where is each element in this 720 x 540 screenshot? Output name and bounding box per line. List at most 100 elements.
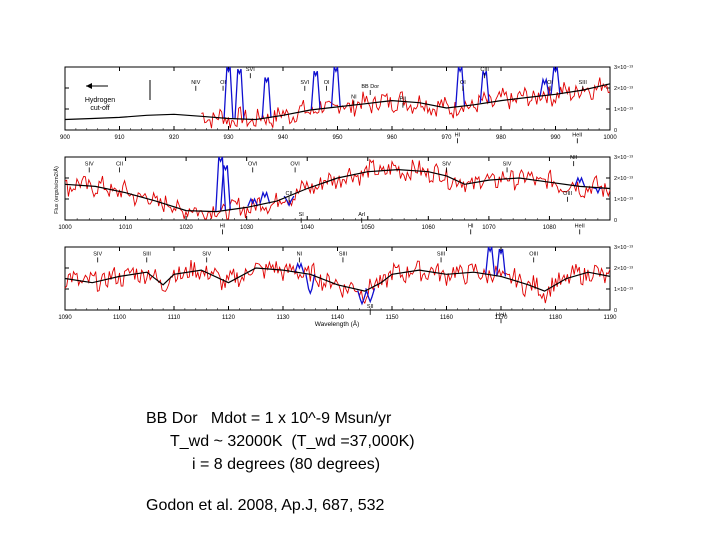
- hydrogen-cutoff-arrowhead: [86, 83, 92, 89]
- panel-2-xtick-label: 1030: [240, 225, 254, 231]
- panel-1-airglow-line: [539, 77, 550, 96]
- hydrogen-cutoff-label-2: cut-off: [90, 105, 109, 112]
- panel-3-xtick-label: 1180: [549, 315, 563, 321]
- panel-3-line-id: SIII: [437, 251, 446, 257]
- panel-1-xtick-label: 960: [387, 135, 398, 141]
- caption-line-2: T_wd ~ 32000K (T_wd =37,000K): [170, 433, 415, 450]
- panel-3-line-id: SIII: [339, 251, 348, 257]
- panel-1-line-id: HI: [455, 132, 461, 138]
- panel-1-line-id: NI: [351, 95, 357, 101]
- panel-1-line-id: HeII: [572, 132, 583, 138]
- panel-3-xtick-label: 1130: [277, 315, 291, 321]
- panel-1-xtick-label: 930: [223, 135, 234, 141]
- panel-2-line-id: HeII: [575, 223, 586, 229]
- panel-2-xtick-label: 1060: [422, 225, 436, 231]
- panel-2-observed-spectrum: [64, 158, 611, 220]
- panel-1-model-line: [64, 83, 611, 121]
- panel-2-line-id: ArI: [358, 212, 366, 218]
- panel-2-line-id: SIV: [85, 161, 94, 167]
- panel-1-xtick-label: 970: [441, 135, 452, 141]
- panel-2-ytick-label: 0: [614, 218, 617, 224]
- panel-3-airglow-line: [485, 246, 496, 275]
- panel-2-airglow-line: [283, 195, 295, 207]
- panel-1-xtick-label: 990: [550, 135, 561, 141]
- spectrum-figure: 900 910 920 930 940 950 960 970 980 990 100001×10⁻…: [53, 65, 633, 328]
- panel-1-xtick-label: 920: [169, 135, 180, 141]
- panel-1-ytick-label: 0: [614, 128, 617, 134]
- panel-3-airglow-line: [495, 248, 507, 277]
- panel-2-line-id: NII: [570, 155, 578, 161]
- panel-3-line-id: SIV: [202, 251, 211, 257]
- panel-3-xtick-label: 1110: [168, 315, 181, 321]
- panel-1-ytick-label: 1×10⁻¹³: [614, 107, 633, 113]
- panel-1-xtick-label: 900: [60, 135, 71, 141]
- caption-line-1: BB Dor Mdot = 1 x 10^-9 Msun/yr: [146, 410, 392, 427]
- panel-1-airglow-line: [261, 77, 272, 118]
- panel-2-line-id: HI: [468, 223, 474, 229]
- panel-3-airglow-line: [357, 290, 368, 306]
- panel-1-line-id: NIV: [191, 80, 201, 86]
- panel-3-xtick-label: 1170: [495, 315, 509, 321]
- panel-1-xtick-label: 940: [278, 135, 289, 141]
- caption-line-4: Godon et al. 2008, Ap.J, 687, 532: [146, 497, 385, 514]
- caption-line-3: i = 8 degrees (80 degrees): [192, 456, 381, 473]
- panel-2-line-id: CII: [286, 191, 294, 197]
- panel-2-line-id: SI: [299, 212, 305, 218]
- panel-2-line-id: SIV: [503, 161, 512, 167]
- panel-3-ytick-label: 2×10⁻¹³: [614, 266, 633, 272]
- panel-2-airglow-line: [247, 197, 259, 207]
- panel-3-line-id: SII: [367, 304, 374, 310]
- panel-2-airglow-line: [259, 190, 271, 204]
- panel-2-frame: [64, 156, 611, 221]
- panel-1-ytick-label: 3×10⁻¹³: [614, 65, 633, 71]
- panel-2-xtick-label: 1020: [179, 225, 193, 231]
- panel-3-xtick-label: 1120: [222, 315, 236, 321]
- panel-3-ytick-label: 1×10⁻¹³: [614, 287, 633, 293]
- panel-1-xtick-label: 980: [496, 135, 507, 141]
- panel-2-ytick-label: 3×10⁻¹³: [614, 155, 633, 161]
- panel-2-line-id: OVI: [290, 161, 300, 167]
- panel-3-ytick-label: 3×10⁻¹³: [614, 245, 633, 251]
- panel-1-line-id: OI: [460, 80, 466, 86]
- panel-3-ytick-label: 0: [614, 308, 617, 314]
- y-axis-label: Flux (ergs/s/cm2/Å): [53, 166, 60, 214]
- panel-1-xtick-label: 950: [332, 135, 343, 141]
- panel-1-observed-spectrum: [201, 77, 611, 129]
- x-axis-label: Wavelength (Å): [315, 319, 360, 328]
- panel-2-model-line: [64, 168, 611, 213]
- panel-2-line-id: CII: [116, 161, 124, 167]
- panel-1-line-id: BB Dor: [361, 84, 379, 90]
- panel-1-line-id: PII: [400, 97, 407, 103]
- panel-2-xtick-label: 1080: [543, 225, 557, 231]
- panel-1-line-id: OI: [324, 80, 330, 86]
- panel-1-airglow-line: [234, 68, 245, 119]
- panel-3-line-id: OIII: [529, 251, 538, 257]
- panel-1-line-id: SIII: [579, 80, 588, 86]
- panel-2-ytick-label: 2×10⁻¹³: [614, 176, 633, 182]
- panel-3-observed-spectrum: [64, 259, 611, 305]
- panel-1-airglow-line: [310, 70, 321, 110]
- panel-1-airglow-line: [455, 66, 466, 107]
- panel-3-airglow-line: [294, 261, 305, 273]
- panel-1-line-id: OI: [220, 80, 226, 86]
- panel-1-airglow-line: [550, 66, 561, 95]
- panel-3-xtick-label: 1150: [386, 315, 400, 321]
- panel-2-xtick-label: 1070: [482, 225, 496, 231]
- panel-2-line-id: HI: [220, 223, 226, 229]
- panel-3-line-id: SIV: [93, 251, 102, 257]
- panel-3-line-id: HeII: [496, 312, 507, 318]
- panel-2-line-id: OIII: [563, 191, 572, 197]
- panel-1-xtick-label: 910: [114, 135, 125, 141]
- panel-2-xtick-label: 1050: [361, 225, 375, 231]
- panel-3-model-line: [64, 267, 611, 292]
- panel-1-ytick-label: 2×10⁻¹³: [614, 86, 633, 92]
- panel-1-line-id: SVI: [300, 80, 309, 86]
- hydrogen-cutoff-label-1: Hydrogen: [85, 97, 115, 104]
- panel-3-xtick-label: 1100: [113, 315, 127, 321]
- panel-3-line-id: SIII: [143, 251, 152, 257]
- panel-3-xtick-label: 1190: [604, 315, 618, 321]
- panel-1-line-id: CIII: [480, 67, 489, 73]
- panel-3-line-id: NI: [297, 251, 303, 257]
- panel-3-airglow-line: [305, 274, 316, 295]
- panel-2-airglow-line: [574, 176, 586, 187]
